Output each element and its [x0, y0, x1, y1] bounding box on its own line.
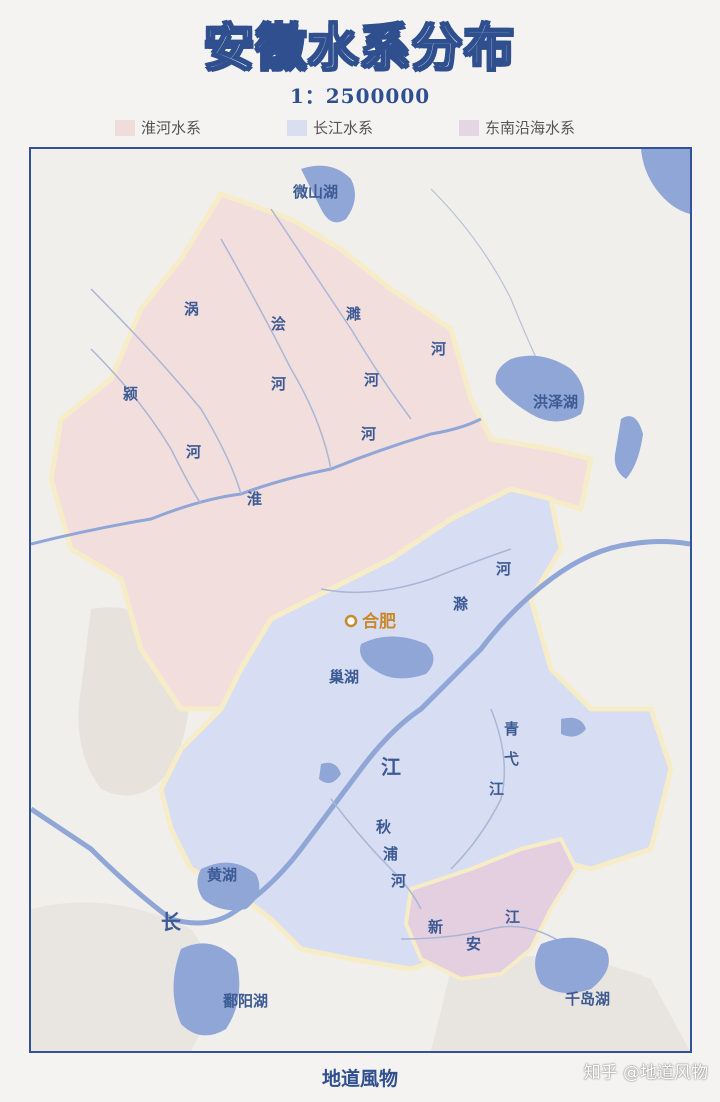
chu-river: [320, 548, 512, 594]
weishan-lake: [301, 165, 355, 223]
label-kuai-he: 河: [271, 375, 286, 393]
label-pu: 浦: [383, 845, 398, 863]
sui-river: [270, 208, 412, 420]
label-an: 安: [466, 935, 481, 953]
label-qiandao-lake: 千岛湖: [565, 990, 610, 1008]
label-qiu: 秋: [376, 818, 392, 836]
label-guo-he: 河: [364, 371, 379, 389]
label-ying: 颍: [122, 385, 138, 403]
southeast-basin-region: [404, 837, 578, 981]
city-label-hefei: 合肥: [362, 611, 396, 632]
label-qingyi-jiang: 江: [489, 780, 504, 798]
huai-river: [31, 417, 482, 546]
kuai-river: [220, 238, 332, 470]
label-huai-he-upper: 河: [361, 425, 376, 443]
map-scale: 1：2500000: [289, 84, 431, 108]
label-chu: 滁: [453, 595, 469, 613]
label-chao-lake: 巢湖: [328, 668, 359, 686]
label-sui-he: 河: [431, 340, 446, 358]
label-qing: 青: [504, 720, 519, 738]
legend-swatch-yangtze: [287, 119, 307, 136]
label-yi: 弋: [504, 750, 519, 768]
map-title: 安徽水系分布: [203, 17, 516, 78]
hill-shading-southeast: [431, 956, 690, 1051]
gaoyou-lake: [614, 416, 643, 479]
label-chu-he: 河: [496, 560, 511, 578]
legend-item-southeast: 东南沿海水系: [459, 117, 575, 138]
huang-lake: [197, 862, 260, 911]
xinan-river: [400, 925, 572, 950]
legend-label-huai: 淮河水系: [141, 119, 202, 137]
legend: 淮河水系 长江水系 东南沿海水系: [0, 117, 720, 143]
guo-river: [90, 288, 242, 495]
chao-lake: [360, 636, 434, 679]
legend-item-yangtze: 长江水系: [287, 117, 373, 138]
label-huang-lake: 黄湖: [207, 866, 237, 884]
legend-swatch-southeast: [459, 119, 479, 136]
coastal-water: [641, 149, 690, 214]
legend-label-yangtze: 长江水系: [313, 119, 374, 137]
watermark: 知乎 @地道风物: [583, 1063, 708, 1083]
small-lake-east: [561, 717, 586, 737]
label-kuai: 浍: [271, 315, 286, 333]
qiupu-river: [330, 798, 422, 910]
label-chang: 长: [161, 910, 182, 934]
hongze-lake: [495, 355, 585, 422]
label-weishan-lake: 微山湖: [292, 183, 338, 201]
label-xin: 新: [428, 918, 443, 936]
hill-shading-southwest: [31, 902, 211, 1051]
legend-swatch-huai: [115, 119, 135, 136]
label-xinan-jiang: 江: [505, 908, 520, 926]
footer-credit: 地道風物: [321, 1068, 398, 1090]
yangtze-river: [31, 539, 690, 926]
qingyi-river: [450, 708, 506, 870]
legend-label-southeast: 东南沿海水系: [485, 119, 576, 137]
label-poyang-lake: 鄱阳湖: [222, 992, 268, 1010]
qiandao-lake: [535, 937, 609, 993]
small-lake-central: [319, 762, 341, 783]
label-ying-he: 河: [186, 443, 201, 461]
label-hongze-lake: 洪泽湖: [533, 393, 578, 411]
poyang-lake: [173, 943, 240, 1036]
label-huai: 淮: [247, 490, 262, 508]
map-frame[interactable]: 合肥 微山湖 洪泽湖 巢湖 黄湖 鄱阳湖 千岛湖 涡 颍 河 浍 河 濉 河 河…: [29, 147, 692, 1053]
ying-river: [90, 348, 202, 505]
legend-item-huai: 淮河水系: [115, 117, 201, 138]
label-guo: 涡: [184, 300, 199, 318]
label-qiupu-he: 河: [391, 872, 406, 890]
label-sui: 濉: [346, 305, 361, 323]
hefei-city-marker[interactable]: [344, 614, 358, 628]
map-canvas: 合肥 微山湖 洪泽湖 巢湖 黄湖 鄱阳湖 千岛湖 涡 颍 河 浍 河 濉 河 河…: [31, 149, 690, 1051]
label-jiang-main: 江: [381, 755, 401, 779]
